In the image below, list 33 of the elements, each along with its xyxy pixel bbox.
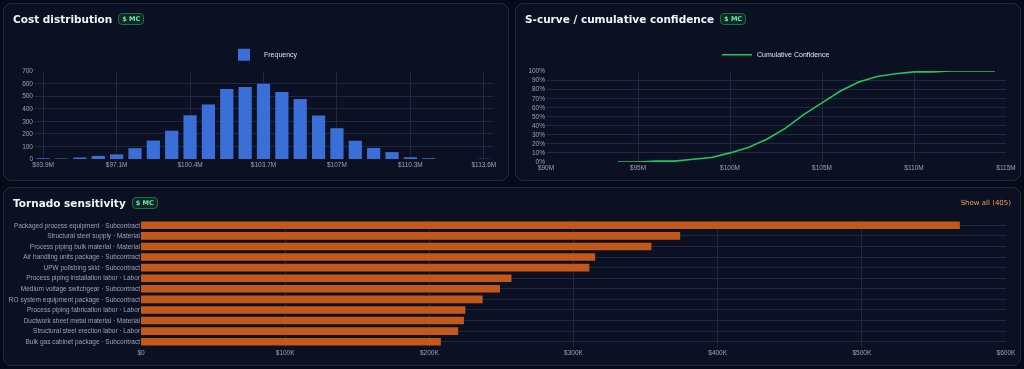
bar [146,140,160,159]
bar [183,115,197,159]
bar [141,327,459,335]
bar [110,154,124,159]
bar [141,274,512,283]
bar [238,86,252,159]
bar [128,148,142,159]
bar [256,83,271,159]
line-series [616,71,996,162]
bar [141,284,500,293]
bar [367,147,381,159]
bar [141,221,960,230]
bar [165,130,179,159]
bar [311,115,326,159]
bar [348,140,362,159]
bar [141,232,681,240]
bar [141,263,590,272]
bar [141,337,441,346]
bar [141,253,596,261]
bar [385,152,399,159]
bar [330,128,344,159]
bar [141,306,466,314]
chart-title: S-curve / cumulative confidence [525,13,715,25]
chart-title: Cost distribution [13,13,113,25]
bar [91,155,105,159]
chart-title: Tornado sensitivity [13,197,126,209]
bar [220,89,234,159]
bar [141,242,652,251]
bar [201,104,216,159]
bar [293,99,307,159]
bar [275,92,289,159]
bar [141,295,483,304]
bar [141,316,464,325]
